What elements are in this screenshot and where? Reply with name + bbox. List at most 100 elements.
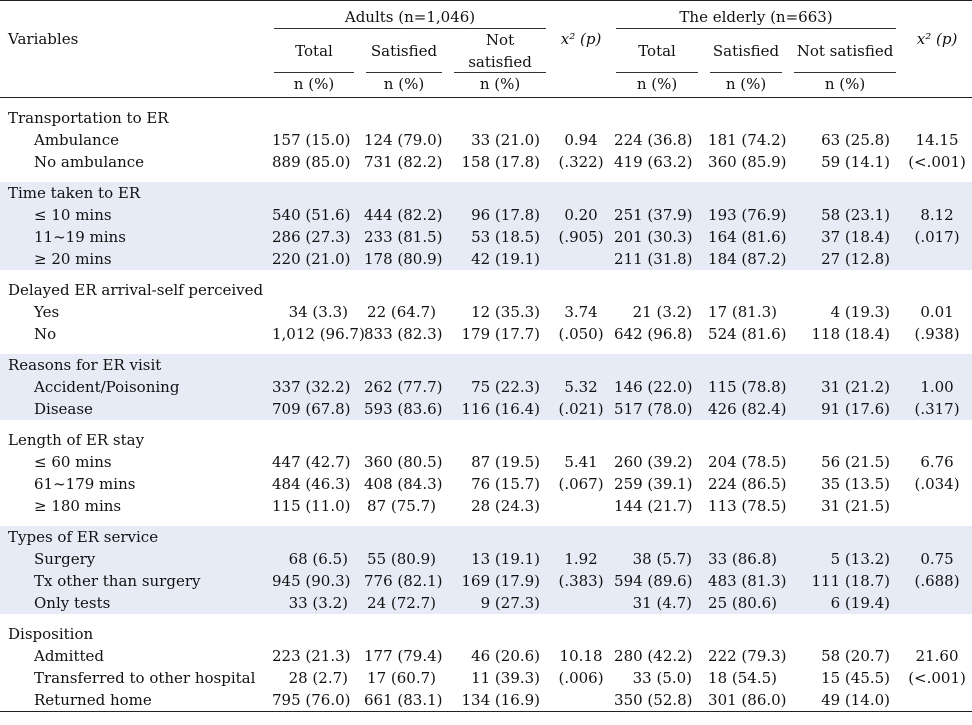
elderly-not-satisfied-cell: 111 (18.7) — [788, 570, 903, 592]
table-row: Disease 709 (67.8) 593 (83.6) 116 (16.4) (.0… — [0, 398, 972, 420]
table-row: Yes 34 (3.3) 22 (64.7) 12 (35.3) 3.74 21 (3.2… — [0, 301, 972, 323]
elderly-chi-cell: (.688) — [902, 570, 972, 592]
group-header-row: Transportation to ER — [0, 107, 972, 129]
elderly-chi-cell: (.017) — [902, 226, 972, 248]
table-row: Surgery 68 (6.5) 55 (80.9) 13 (19.1) 1.92 38 … — [0, 548, 972, 570]
adults-chi-cell: (.905) — [552, 226, 611, 248]
elderly-satisfied-cell: 360 (85.9) — [708, 153, 787, 171]
table-row: No ambulance 889 (85.0) 731 (82.2) 158 (17.… — [0, 151, 972, 173]
elderly-not-satisfied-cell: 91 (17.6) — [788, 398, 903, 420]
adults-total-cell: 795 (76.0) — [268, 689, 360, 712]
adults-satisfied-cell: 360 (80.5) — [364, 453, 443, 471]
adults-total-cell: 286 (27.3) — [268, 226, 360, 248]
elderly-not-satisfied-cell: 6 (19.4) — [788, 592, 903, 614]
adults-satisfied-cell: 444 (82.2) — [360, 204, 448, 226]
row-label: ≥ 20 mins — [0, 248, 268, 270]
adults-chi-cell — [552, 495, 610, 517]
adults-not-satisfied-cell: 53 (18.5) — [448, 226, 553, 248]
adults-not-satisfied-cell: 33 (21.0) — [471, 131, 541, 149]
adults-total-cell: 889 (85.0) — [272, 153, 351, 171]
elderly-not-satisfied-cell: 37 (18.4) — [788, 226, 903, 248]
adults-satisfied-cell: 24 (72.7) — [360, 592, 448, 614]
elderly-total-cell: 642 (96.8) — [614, 325, 693, 343]
adults-chi-cell: 3.74 — [564, 303, 598, 321]
adults-chi-cell: 0.20 — [552, 204, 611, 226]
adults-total-cell: 68 (6.5) — [268, 548, 360, 570]
elderly-chi-cell: (.938) — [914, 325, 960, 343]
table-row: No 1,012 (96.7) 833 (82.3) 179 (17.7) (.050)… — [0, 323, 972, 345]
group-title: Transportation to ER — [8, 109, 169, 127]
adults-total-cell: 709 (67.8) — [268, 398, 360, 420]
adults-chi-cell: 5.32 — [552, 376, 611, 398]
adults-satisfied-cell: 593 (83.6) — [360, 398, 448, 420]
elderly-satisfied-cell: 301 (86.0) — [704, 689, 789, 712]
elderly-not-satisfied-header: Not satisfied — [788, 29, 902, 73]
elderly-not-satisfied-cell: 59 (14.1) — [821, 153, 891, 171]
adults-not-satisfied-cell: 158 (17.8) — [461, 153, 541, 171]
adults-satisfied-cell: 178 (80.9) — [360, 248, 448, 270]
table-row: ≥ 20 mins 220 (21.0) 178 (80.9) 42 (19.1) 21… — [0, 248, 972, 270]
adults-not-satisfied-cell: 169 (17.9) — [448, 570, 553, 592]
adults-satisfied-cell: 408 (84.3) — [364, 475, 443, 493]
group-title: Reasons for ER visit — [0, 354, 972, 376]
adults-total-cell: 33 (3.2) — [268, 592, 360, 614]
elderly-satisfied-cell: 17 (81.3) — [708, 303, 777, 321]
elderly-satisfied-unit: n (%) — [704, 73, 789, 98]
elderly-total-cell: 517 (78.0) — [610, 398, 705, 420]
elderly-chi-header: x² (p) — [902, 0, 972, 73]
row-label: Accident/Poisoning — [0, 376, 268, 398]
adults-total-unit: n (%) — [268, 73, 360, 98]
adults-not-satisfied-cell: 76 (15.7) — [471, 475, 541, 493]
table-row: Admitted 223 (21.3) 177 (79.4) 46 (20.6) 10.… — [0, 645, 972, 667]
elderly-satisfied-cell: 224 (86.5) — [708, 475, 787, 493]
adults-not-satisfied-cell: 75 (22.3) — [448, 376, 553, 398]
elderly-satisfied-cell: 113 (78.5) — [708, 497, 787, 515]
adults-satisfied-cell: 661 (83.1) — [360, 689, 448, 712]
elderly-chi-cell: 21.60 — [915, 647, 959, 665]
elderly-chi-cell: (<.001) — [908, 153, 966, 171]
group-title: Delayed ER arrival-self perceived — [8, 281, 264, 299]
adults-satisfied-cell: 731 (82.2) — [364, 153, 443, 171]
adults-satisfied-cell: 55 (80.9) — [360, 548, 448, 570]
table-row: Transferred to other hospital 28 (2.7) 17 … — [0, 667, 972, 689]
adults-chi-header: x² (p) — [552, 0, 611, 73]
adults-not-satisfied-header: Not satisfied — [448, 29, 552, 73]
adults-satisfied-cell: 87 (75.7) — [367, 497, 436, 515]
adults-satisfied-cell: 22 (64.7) — [367, 303, 436, 321]
table-row: Only tests 33 (3.2) 24 (72.7) 9 (27.3) 31 (4… — [0, 592, 972, 614]
elderly-not-satisfied-cell: 56 (21.5) — [821, 453, 891, 471]
elderly-not-satisfied-cell: 58 (23.1) — [788, 204, 903, 226]
adults-satisfied-header: Satisfied — [360, 29, 448, 73]
elderly-total-cell: 224 (36.8) — [614, 131, 693, 149]
row-label: Ambulance — [34, 131, 119, 149]
row-label: Disease — [0, 398, 268, 420]
adults-group-header: Adults (n=1,046) — [268, 0, 553, 29]
elderly-total-cell: 38 (5.7) — [610, 548, 705, 570]
elderly-not-satisfied-cell: 31 (21.5) — [821, 497, 891, 515]
elderly-satisfied-cell: 524 (81.6) — [708, 325, 787, 343]
adults-total-cell: 945 (90.3) — [268, 570, 360, 592]
elderly-satisfied-cell: 18 (54.5) — [708, 669, 777, 687]
elderly-total-cell: 21 (3.2) — [632, 303, 693, 321]
group-spacer — [0, 420, 972, 429]
elderly-chi-cell: (.034) — [914, 475, 960, 493]
adults-chi-cell — [552, 689, 611, 712]
elderly-total-cell: 146 (22.0) — [610, 376, 705, 398]
adults-not-satisfied-cell: 87 (19.5) — [471, 453, 541, 471]
elderly-satisfied-cell: 115 (78.8) — [704, 376, 789, 398]
elderly-not-satisfied-cell: 35 (13.5) — [821, 475, 891, 493]
adults-satisfied-cell: 262 (77.7) — [360, 376, 448, 398]
row-label: Transferred to other hospital — [34, 669, 256, 687]
group-spacer — [0, 98, 972, 108]
adults-satisfied-cell: 833 (82.3) — [364, 325, 443, 343]
adults-satisfied-cell: 233 (81.5) — [360, 226, 448, 248]
group-title: Disposition — [8, 625, 94, 643]
elderly-chi-cell — [902, 592, 972, 614]
adults-total-cell: 447 (42.7) — [272, 453, 351, 471]
elderly-chi-cell: (<.001) — [908, 669, 966, 687]
elderly-not-satisfied-cell: 4 (19.3) — [830, 303, 891, 321]
adults-chi-cell: 5.41 — [564, 453, 598, 471]
elderly-satisfied-cell: 33 (86.8) — [704, 548, 789, 570]
elderly-satisfied-cell: 222 (79.3) — [708, 647, 787, 665]
